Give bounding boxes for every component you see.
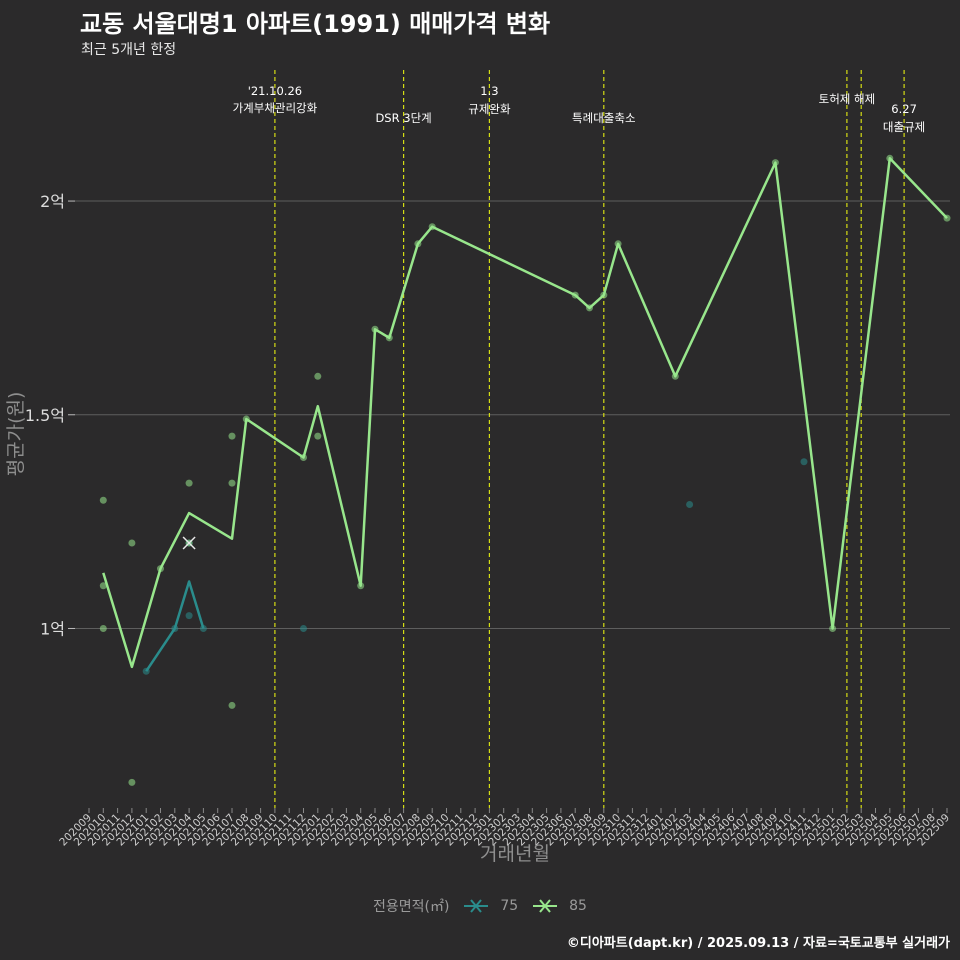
data-point-75 xyxy=(199,624,207,632)
data-point-85 xyxy=(128,539,136,547)
data-point-85 xyxy=(314,432,322,440)
x-axis-title: 거래년월 xyxy=(480,843,550,865)
event-label: 규제완화 xyxy=(468,102,511,116)
data-point-75 xyxy=(142,667,150,675)
legend-key-85 xyxy=(532,899,557,913)
data-point-85 xyxy=(414,240,422,248)
data-point-85 xyxy=(357,582,365,590)
y-tick-label: 2억 xyxy=(40,192,65,211)
data-point-85 xyxy=(185,479,193,487)
data-point-85 xyxy=(671,372,679,380)
event-label: 6.27 xyxy=(891,102,917,116)
data-point-85 xyxy=(314,372,322,380)
source-caption: ©디아파트(dapt.kr) / 2025.09.13 / 자료=국토교통부 실… xyxy=(566,936,950,951)
data-point-85 xyxy=(586,304,593,312)
data-point-85 xyxy=(228,479,236,487)
data-point-85 xyxy=(385,334,393,342)
data-point-75 xyxy=(171,624,179,632)
data-point-85 xyxy=(829,624,837,632)
data-point-85 xyxy=(571,291,579,299)
data-point-85 xyxy=(99,582,107,590)
data-point-75 xyxy=(300,624,307,632)
data-point-85 xyxy=(157,565,164,573)
legend: 전용면적(㎡) 75 85 xyxy=(0,896,960,916)
data-point-75 xyxy=(185,612,193,620)
event-label: 토허제 해제 xyxy=(819,92,876,106)
data-point-85 xyxy=(771,159,779,167)
event-label: DSR 3단계 xyxy=(375,111,431,125)
data-point-85 xyxy=(228,432,236,440)
event-label: 가계부채관리강화 xyxy=(233,101,318,115)
chart-subtitle: 최근 5개년 한정 xyxy=(81,42,177,58)
data-point-85 xyxy=(99,624,107,632)
data-point-75 xyxy=(686,501,694,509)
y-axis-title: 평균가(원) xyxy=(5,392,27,477)
chart-title: 교동 서울대명1 아파트(1991) 매매가격 변화 xyxy=(80,10,551,38)
y-tick-label: 1억 xyxy=(40,619,65,638)
data-point-85 xyxy=(228,701,236,709)
legend-label-75: 75 xyxy=(500,898,519,914)
y-tick-label: 1.5억 xyxy=(25,406,65,425)
data-point-85 xyxy=(600,291,608,299)
event-label: 1.3 xyxy=(480,84,498,98)
series-line-85 xyxy=(102,157,948,669)
event-label: '21.10.26 xyxy=(248,84,302,98)
data-point-85 xyxy=(300,454,307,462)
event-label: 대출규제 xyxy=(883,120,925,134)
legend-label-85: 85 xyxy=(569,898,587,914)
data-point-85 xyxy=(371,325,379,333)
data-point-85 xyxy=(428,223,436,231)
data-point-85 xyxy=(886,154,894,162)
data-point-85 xyxy=(614,240,622,248)
data-point-85 xyxy=(242,415,250,423)
legend-key-75 xyxy=(463,899,488,913)
data-point-85 xyxy=(943,214,951,222)
data-point-85 xyxy=(128,778,136,786)
series-line-75 xyxy=(145,580,205,672)
data-point-85 xyxy=(99,496,107,504)
data-point-75 xyxy=(800,458,808,466)
legend-title: 전용면적(㎡) xyxy=(373,899,450,915)
event-label: 특례대출축소 xyxy=(572,111,635,125)
highlight-marker xyxy=(182,536,196,550)
